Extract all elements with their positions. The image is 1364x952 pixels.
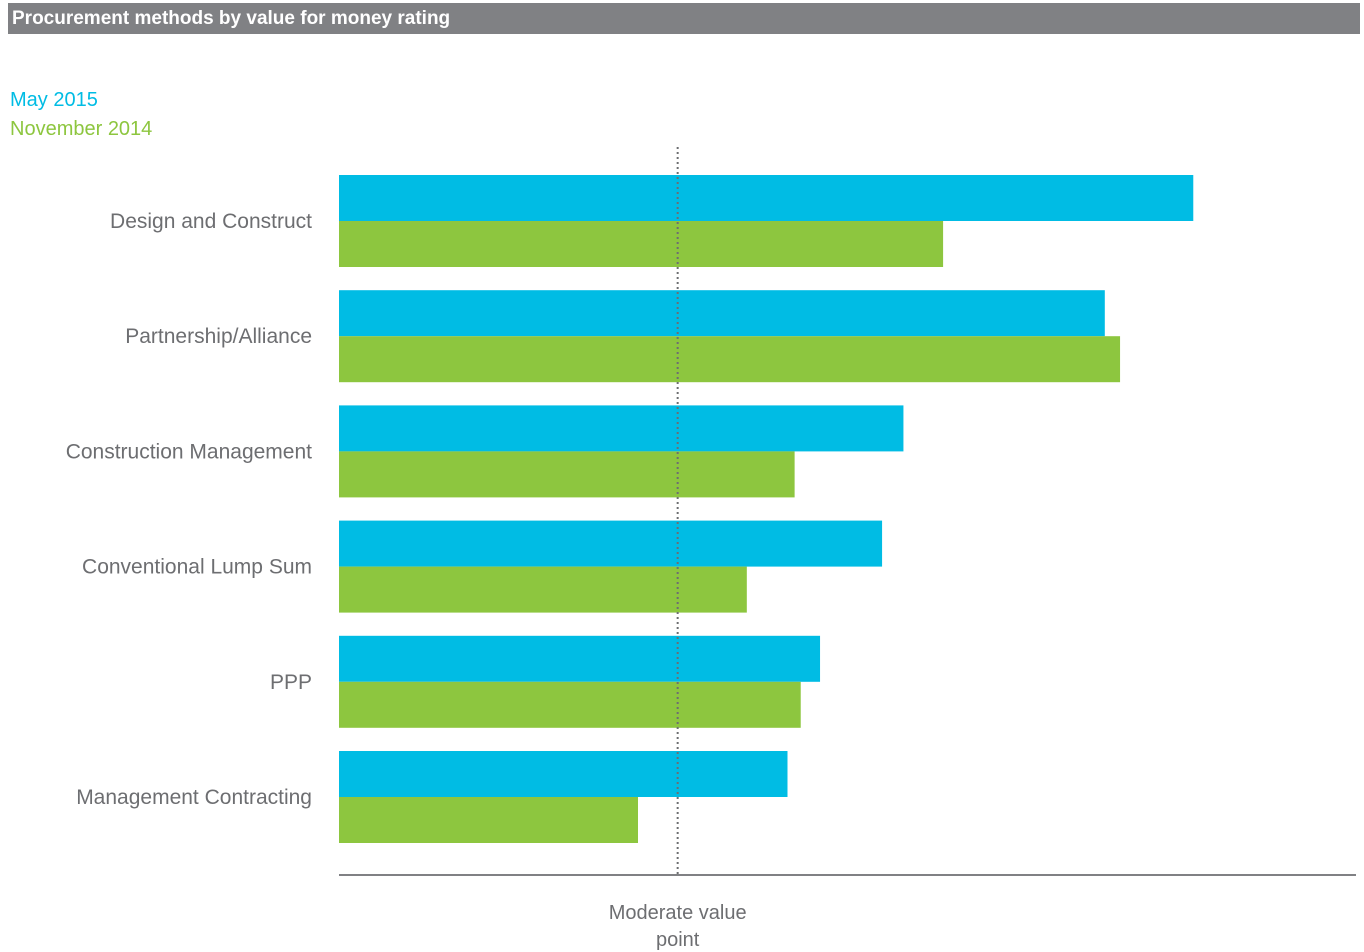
bar-management-contracting-may-2015 [339, 751, 788, 797]
bar-construction-management-november-2014 [339, 451, 795, 498]
bar-ppp-may-2015 [339, 635, 821, 682]
bar-management-contracting-november-2014 [339, 797, 638, 843]
reference-line-label: point [656, 929, 700, 951]
category-label-construction-management: Construction Management [66, 440, 312, 463]
category-label-management-contracting: Management Contracting [76, 786, 312, 809]
legend-item-november-2014: November 2014 [10, 118, 153, 140]
bar-conventional-lump-sum-november-2014 [339, 566, 747, 613]
bar-ppp-november-2014 [339, 681, 801, 728]
reference-line-label: Moderate value [609, 902, 747, 924]
category-label-ppp: PPP [270, 671, 312, 694]
chart-title: Procurement methods by value for money r… [8, 3, 1360, 34]
category-label-design-and-construct: Design and Construct [110, 210, 312, 233]
category-label-partnership-alliance: Partnership/Alliance [125, 325, 312, 348]
legend: May 2015 November 2014 [10, 86, 152, 144]
bar-partnership-alliance-november-2014 [339, 336, 1121, 383]
bar-partnership-alliance-may-2015 [339, 290, 1105, 337]
bar-construction-management-may-2015 [339, 405, 904, 452]
bar-design-and-construct-november-2014 [339, 221, 944, 267]
category-label-conventional-lump-sum: Conventional Lump Sum [82, 556, 312, 579]
bar-conventional-lump-sum-may-2015 [339, 520, 883, 567]
legend-item-may-2015: May 2015 [10, 89, 98, 111]
bar-design-and-construct-may-2015 [339, 175, 1194, 221]
